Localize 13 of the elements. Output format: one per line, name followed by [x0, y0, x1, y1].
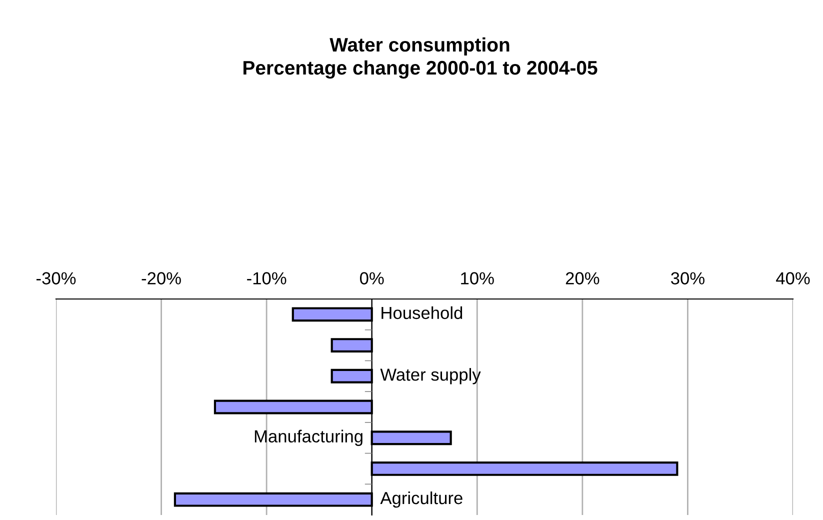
x-tick-label: -10%	[247, 272, 286, 284]
x-tick-label: 40%	[776, 272, 810, 284]
y-tick-label: Water supply	[380, 368, 481, 384]
y-tick-label: Household	[382, 306, 462, 320]
x-tick-label: 0%	[360, 272, 384, 284]
chart-title: Water consumption Percentage change 2000-01 to 2004-05	[244, 37, 598, 79]
x-tick-label: -30%	[36, 272, 76, 284]
y-tick-label: Agriculture	[380, 491, 462, 508]
x-tick-label: 10%	[461, 272, 494, 284]
y-tick-label: Manufacturing	[254, 430, 362, 446]
x-tick-label: 20%	[566, 272, 600, 284]
x-tick-label: 30%	[671, 272, 704, 284]
x-tick-label: -20%	[142, 272, 181, 284]
